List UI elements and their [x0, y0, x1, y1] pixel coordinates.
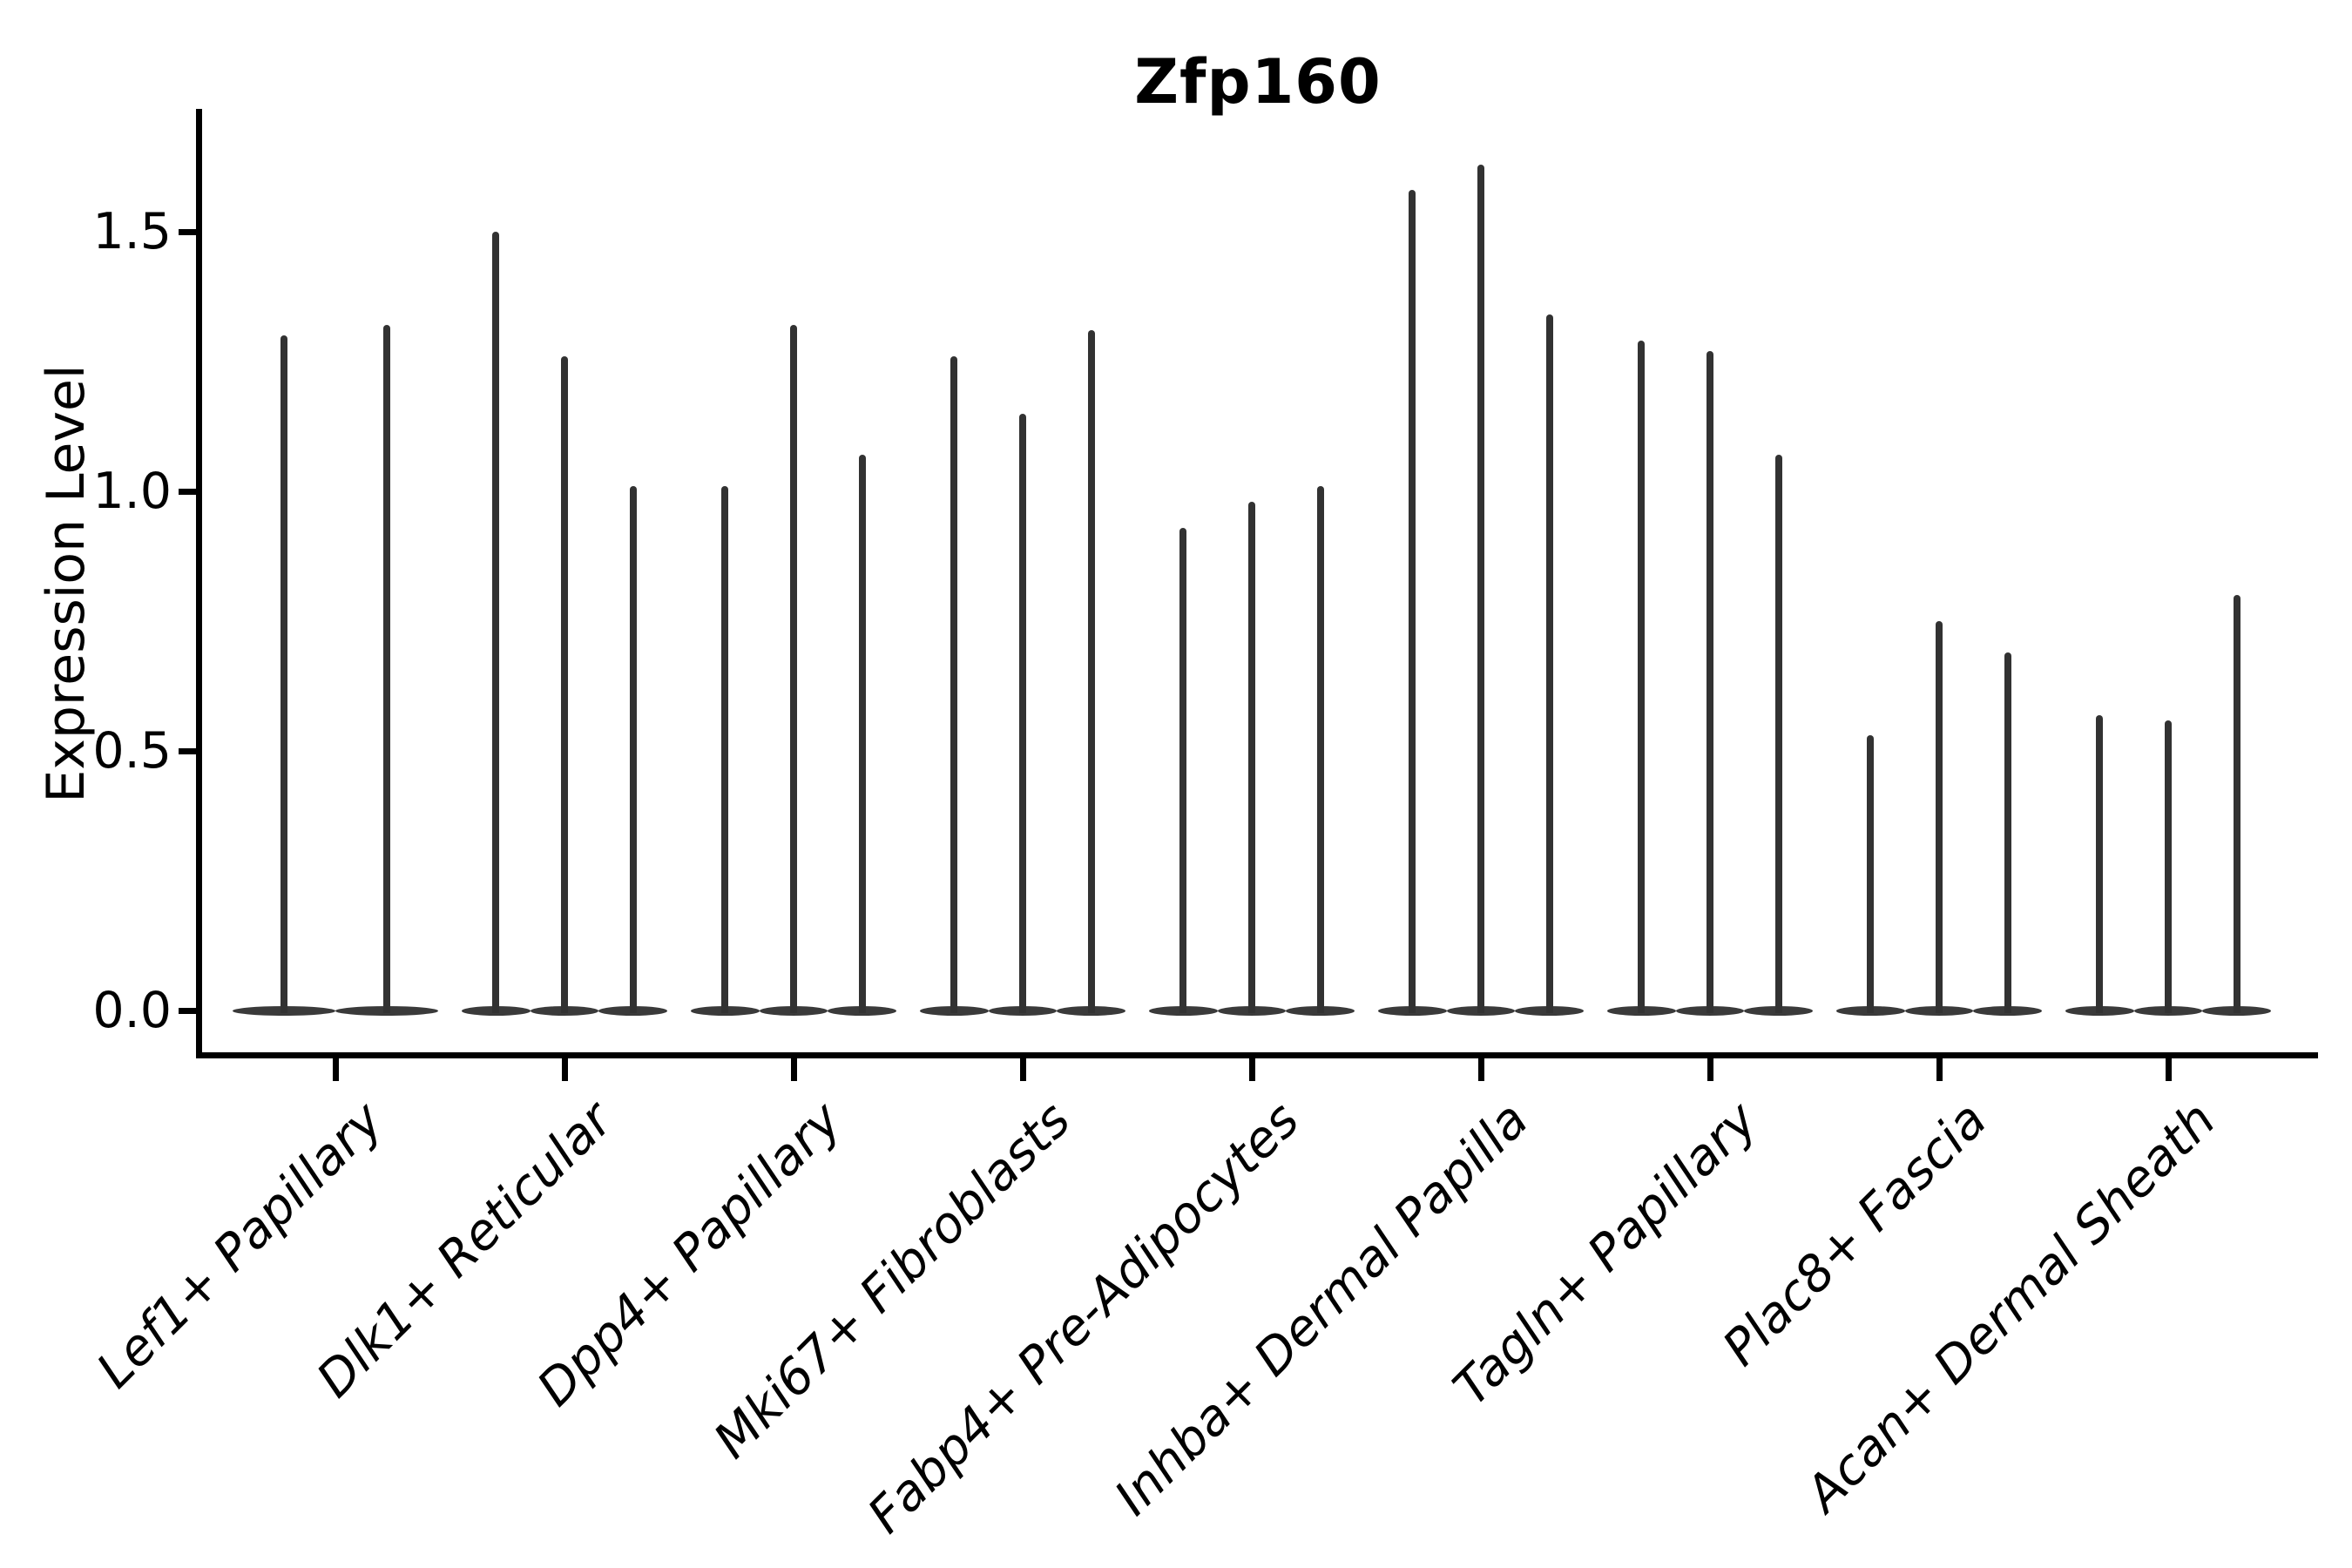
y-tick [179, 488, 197, 495]
violin-spike [561, 356, 568, 1014]
y-axis-spine [196, 109, 202, 1058]
y-tick-label: 1.0 [92, 462, 172, 520]
violin-spike [1775, 455, 1782, 1014]
x-tick-label: Fabp4+ Pre-Adipocytes [856, 1091, 1311, 1544]
y-tick [179, 1008, 197, 1014]
x-tick [1019, 1055, 1026, 1081]
violin-spike [1936, 621, 1943, 1014]
violin-spike [950, 356, 957, 1014]
violin-spike [1546, 314, 1553, 1014]
y-tick-label: 1.5 [92, 202, 172, 260]
violin-spike [1317, 486, 1324, 1014]
violin-spike [2004, 652, 2011, 1014]
x-tick [790, 1055, 797, 1081]
x-tick [561, 1055, 568, 1081]
y-tick-label: 0.5 [92, 721, 172, 780]
violin-spike [492, 232, 499, 1014]
violin-spike [280, 335, 287, 1014]
violin-spike [1088, 330, 1095, 1014]
violin-spike [790, 325, 797, 1014]
violin-spike [1707, 351, 1713, 1014]
violin-spike [2096, 714, 2103, 1014]
x-tick [1707, 1055, 1713, 1081]
violin-spike [1019, 413, 1026, 1014]
violin-spike [1867, 735, 1874, 1014]
x-tick [2165, 1055, 2172, 1081]
violin-spike [630, 486, 637, 1014]
violin-spike [1248, 502, 1255, 1014]
x-axis-spine [196, 1052, 2318, 1058]
x-tick [332, 1055, 339, 1081]
violin-spike [1179, 527, 1186, 1014]
violin-spike [383, 325, 390, 1014]
y-tick [179, 747, 197, 754]
x-tick [1936, 1055, 1943, 1081]
x-tick [1248, 1055, 1255, 1081]
violin-spike [2165, 720, 2172, 1014]
x-tick-label: Inhba+ Dermal Papilla [1104, 1091, 1540, 1527]
violin-spike [859, 455, 866, 1014]
x-tick [1477, 1055, 1484, 1081]
violin-spike [1477, 164, 1484, 1014]
x-tick-label: Acan+ Dermal Sheath [1794, 1091, 2227, 1524]
violin-spike [1638, 341, 1645, 1014]
violin-spike [2234, 595, 2240, 1014]
y-tick-label: 0.0 [92, 982, 172, 1039]
violin-spike [1409, 190, 1416, 1014]
chart-title: Zfp160 [1134, 46, 1382, 118]
y-tick [179, 228, 197, 235]
violin-spike [721, 486, 728, 1014]
